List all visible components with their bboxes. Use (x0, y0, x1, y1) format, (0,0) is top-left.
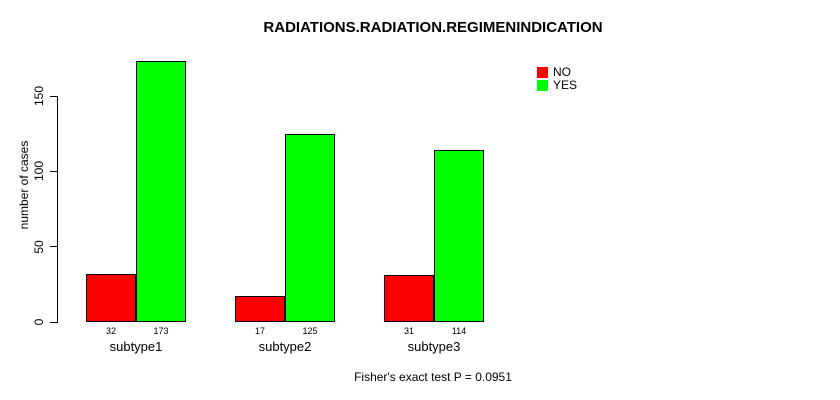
legend: NO YES (537, 66, 577, 92)
legend-swatch-no (537, 66, 548, 78)
bar-yes-subtype1 (136, 61, 186, 322)
legend-swatch-yes (537, 79, 548, 91)
y-tick-label: 50 (32, 239, 46, 254)
chart-title: RADIATIONS.RADIATION.REGIMENINDICATION (263, 19, 603, 36)
annotation-text: Fisher's exact test P = 0.0951 (354, 370, 512, 384)
bar-value-label: 17 (254, 326, 265, 336)
y-axis-line (57, 96, 58, 323)
bar-yes-subtype2 (285, 134, 335, 322)
bar-no-subtype1 (86, 274, 136, 322)
legend-item-yes: YES (537, 79, 577, 91)
bar-value-label: 31 (403, 326, 414, 336)
bar-value-label: 114 (451, 326, 467, 336)
y-tick-mark (50, 170, 57, 172)
legend-label: YES (553, 78, 578, 92)
category-label-subtype1: subtype1 (109, 339, 163, 354)
legend-item-no: NO (537, 66, 577, 78)
bar-no-subtype3 (384, 275, 434, 322)
y-tick-label: 150 (32, 85, 46, 107)
category-label-subtype3: subtype3 (407, 339, 461, 354)
bar-value-label: 173 (153, 326, 169, 336)
y-tick-mark (50, 246, 57, 248)
y-tick-label: 100 (32, 161, 46, 182)
y-tick-mark (50, 95, 57, 97)
bar-value-label: 125 (302, 326, 318, 336)
legend-label: NO (553, 65, 571, 79)
bar-value-label: 32 (105, 326, 116, 336)
category-label-subtype2: subtype2 (258, 339, 312, 354)
y-tick-mark (50, 321, 57, 323)
y-axis-label: number of cases (17, 140, 31, 230)
y-tick-label: 0 (32, 318, 46, 326)
bar-yes-subtype3 (434, 150, 484, 322)
bar-no-subtype2 (235, 296, 285, 322)
